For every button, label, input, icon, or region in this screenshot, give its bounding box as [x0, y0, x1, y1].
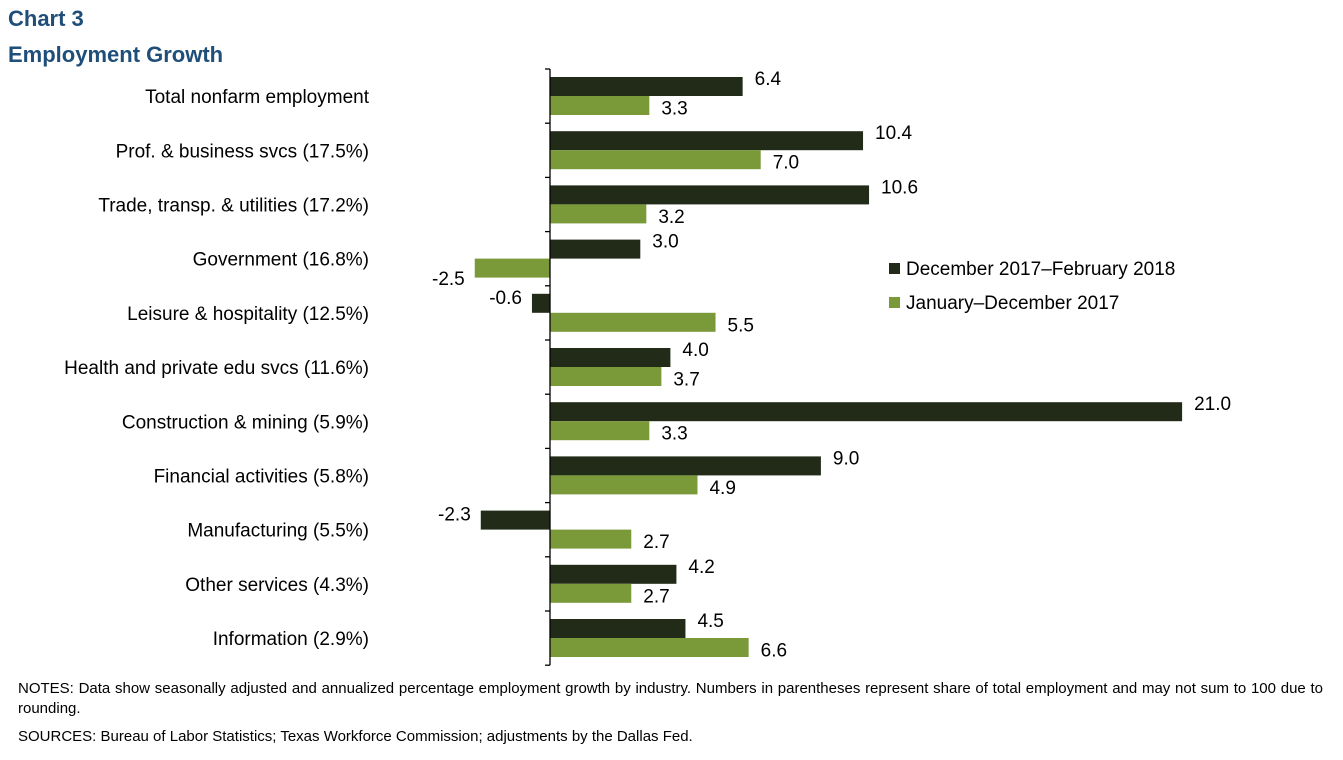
bar-series-1	[550, 402, 1183, 422]
bar-series-1	[550, 619, 686, 638]
bar-series-1	[531, 293, 550, 313]
bar-series-1	[550, 77, 743, 96]
data-label: 3.3	[661, 99, 687, 120]
data-label: 6.4	[755, 69, 782, 90]
legend-label-series-2: January–December 2017	[906, 293, 1119, 314]
legend-label-series-1: December 2017–February 2018	[906, 259, 1175, 280]
chart-number-label: Chart 3	[8, 6, 84, 31]
category-label: Leisure & hospitality (12.5%)	[127, 304, 369, 325]
bar-series-2	[550, 96, 650, 115]
data-label: 4.9	[709, 478, 735, 499]
data-label: 6.6	[761, 641, 787, 662]
bar-series-2	[550, 421, 650, 441]
data-label: 2.7	[643, 532, 669, 553]
labels-layer: Total nonfarm employment 6.4 3.3 Prof. & bu…	[64, 69, 1231, 662]
data-label: 2.7	[643, 586, 669, 607]
category-label: Financial activities (5.8%)	[154, 467, 369, 488]
category-label: Manufacturing (5.5%)	[187, 521, 369, 542]
bar-chart: Total nonfarm employment 6.4 3.3 Prof. & bu…	[64, 68, 1231, 666]
bar-series-2	[550, 312, 716, 332]
data-label: 4.5	[697, 611, 723, 632]
bar-series-1	[550, 239, 641, 259]
bar-series-2	[550, 150, 761, 170]
category-label: Health and private edu svcs (11.6%)	[64, 358, 369, 379]
data-label: 10.4	[875, 123, 912, 144]
bar-series-2	[474, 258, 550, 278]
chart-title: Employment Growth	[8, 42, 224, 67]
data-label: -0.6	[489, 288, 522, 309]
bar-series-1	[550, 564, 677, 584]
data-label: 3.0	[652, 232, 678, 253]
data-label: 3.3	[661, 424, 687, 445]
bar-series-2	[550, 638, 749, 657]
data-label: -2.5	[432, 269, 465, 290]
data-label: 7.0	[773, 153, 799, 174]
category-label: Trade, transp. & utilities (17.2%)	[98, 196, 369, 217]
data-label: 4.2	[688, 557, 714, 578]
bar-series-1	[550, 185, 870, 205]
data-label: 4.0	[682, 340, 708, 361]
category-label: Other services (4.3%)	[185, 575, 369, 596]
bar-series-2	[550, 367, 662, 386]
data-label: 10.6	[881, 177, 918, 198]
legend-swatch-series-2	[889, 297, 900, 308]
bar-series-2	[550, 204, 647, 224]
bars-layer	[474, 77, 1183, 657]
bar-series-2	[550, 529, 632, 549]
bar-series-1	[550, 456, 821, 476]
axis-layer	[545, 68, 551, 666]
data-label: 5.5	[728, 315, 754, 336]
category-label: Construction & mining (5.9%)	[122, 412, 369, 433]
bar-series-2	[550, 583, 632, 603]
bar-series-1	[480, 510, 550, 530]
sources-text: SOURCES: Bureau of Labor Statistics; Tex…	[18, 728, 693, 745]
data-label: 21.0	[1194, 394, 1231, 415]
category-label: Information (2.9%)	[213, 629, 369, 650]
category-label: Government (16.8%)	[193, 250, 369, 271]
category-label: Prof. & business svcs (17.5%)	[116, 141, 369, 162]
data-label: 9.0	[833, 448, 859, 469]
data-label: 3.7	[673, 370, 699, 391]
bar-series-1	[550, 348, 671, 367]
legend: December 2017–February 2018 January–Decem…	[889, 259, 1175, 314]
data-label: 3.2	[658, 207, 684, 228]
data-label: -2.3	[438, 505, 471, 526]
bar-series-2	[550, 475, 698, 495]
category-label: Total nonfarm employment	[145, 87, 370, 108]
notes-text: NOTES: Data show seasonally adjusted and…	[18, 680, 1323, 717]
legend-swatch-series-1	[889, 263, 900, 274]
bar-series-1	[550, 131, 864, 151]
